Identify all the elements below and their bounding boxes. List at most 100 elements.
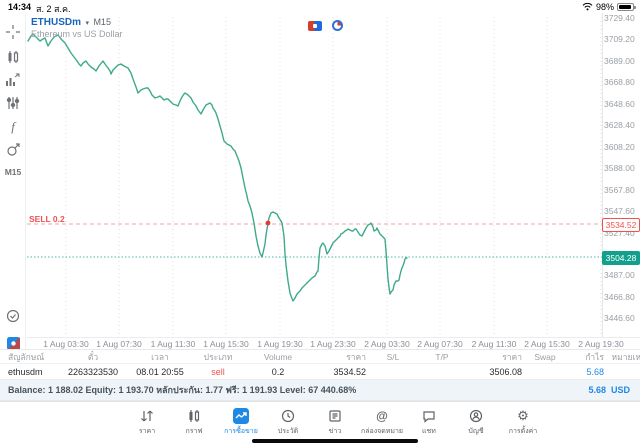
row-cell: 08.01 20:55 [136, 366, 184, 377]
account-icon [469, 408, 483, 424]
column-header: Swap [534, 351, 556, 362]
objects-icon[interactable] [0, 141, 26, 159]
price-tick: 3729.40 [604, 13, 635, 23]
price-tick: 3547.60 [604, 206, 635, 216]
price-tick: 3668.80 [604, 77, 635, 87]
price-tick: 3446.60 [604, 313, 635, 323]
nav-item-candles[interactable]: กราฟ [171, 402, 218, 447]
price-chart-canvas[interactable] [0, 13, 640, 349]
positions-table-header: สัญลักษณ์ ตั๋ว เวลา ประเภท Volume ราคา S/L T/P ร… [0, 349, 640, 364]
nav-item-mailbox-at[interactable]: @ กล่องจดหมาย [359, 402, 406, 447]
function-icon[interactable]: f [11, 119, 15, 134]
nav-item-chat[interactable]: แชท [406, 402, 453, 447]
chart-timeframe: M15 [93, 17, 111, 27]
time-tick: 2 Aug 07:30 [417, 339, 463, 349]
column-header: กำไร [585, 351, 604, 362]
total-profit: 5.68 USD [588, 385, 630, 395]
nav-label: การซื้อขาย [224, 428, 258, 435]
sell-price-badge: 3534.52 [602, 218, 640, 232]
time-tick: 1 Aug 11:30 [150, 339, 196, 349]
nav-label: ประวัติ [277, 428, 299, 435]
nav-item-account[interactable]: บัญชี [453, 402, 500, 447]
mt-logo-icon[interactable] [0, 334, 26, 352]
price-tick: 3527.40 [604, 228, 635, 238]
wifi-icon [582, 2, 593, 13]
column-header: S/L [386, 351, 400, 362]
current-price-badge: 3504.28 [602, 251, 640, 265]
time-tick: 2 Aug 15:30 [524, 339, 570, 349]
candles-icon[interactable] [0, 48, 26, 66]
price-tick: 3487.00 [604, 270, 635, 280]
chat-icon [422, 408, 436, 424]
price-tick: 3709.20 [604, 34, 635, 44]
gear-icon: ⚙ [517, 408, 529, 423]
indicators-icon[interactable] [0, 71, 26, 89]
row-cell: sell [211, 366, 225, 377]
sell-position-label: SELL 0.2 [29, 214, 65, 224]
status-date: ส. 2 ส.ค. [36, 4, 71, 14]
nav-label: แชท [422, 428, 436, 435]
nav-item-history-clock[interactable]: ประวัติ [265, 402, 312, 447]
nav-label: บัญชี [468, 428, 484, 435]
column-header: สัญลักษณ์ [8, 351, 45, 362]
time-tick: 1 Aug 15:30 [203, 339, 249, 349]
account-summary-bar[interactable]: Balance: 1 188.02 Equity: 1 193.70 หลักป… [0, 380, 640, 401]
nav-item-arrows-updown[interactable]: ราคา [124, 402, 171, 447]
status-bar: 14:34 ส. 2 ส.ค. 98% [0, 0, 640, 14]
chart-region[interactable]: f M15 ETHUSDm ▾ M15 Ethereum vs US Dollar… [0, 13, 640, 352]
symbol-name[interactable]: ETHUSDm [31, 17, 82, 28]
column-header: เวลา [151, 351, 169, 362]
column-header: T/P [435, 351, 449, 362]
arrows-updown-icon [140, 408, 154, 424]
sentiment-widget-icon[interactable] [308, 20, 322, 31]
time-tick: 1 Aug 07:30 [96, 339, 142, 349]
row-cell: 2263323530 [67, 366, 119, 377]
clock-check-icon[interactable] [0, 307, 26, 325]
price-tick: 3608.20 [604, 142, 635, 152]
column-header: Volume [263, 351, 293, 362]
column-header: หมายเหตุ [611, 351, 640, 362]
symbol-header[interactable]: ETHUSDm ▾ M15 Ethereum vs US Dollar [31, 15, 123, 40]
nav-label: ราคา [138, 428, 156, 435]
sliders-icon[interactable] [0, 94, 26, 112]
clock-time: 14:34 [8, 2, 32, 12]
sessions-clock-icon[interactable] [332, 20, 343, 31]
sell-entry-dot [265, 220, 271, 226]
price-tick: 3567.80 [604, 185, 635, 195]
battery-percent: 98% [595, 2, 614, 12]
price-tick: 3648.60 [604, 99, 635, 109]
time-tick: 1 Aug 19:30 [257, 339, 303, 349]
position-row[interactable]: ethusdm 2263323530 08.01 20:55 sell 0.2 3534.… [0, 364, 640, 380]
history-clock-icon [281, 408, 295, 424]
nav-item-gear[interactable]: ⚙ การตั้งค่า [500, 402, 547, 447]
crosshair-icon[interactable] [0, 23, 26, 41]
nav-item-trade-chart[interactable]: การซื้อขาย [218, 402, 265, 447]
time-tick: 2 Aug 03:30 [364, 339, 410, 349]
price-axis: 3729.40 3709.20 3689.00 3668.80 3648.60 3628.… [604, 13, 640, 349]
column-header: ราคา [502, 351, 522, 362]
symbol-description: Ethereum vs US Dollar [31, 29, 123, 39]
mailbox-at-icon: @ [376, 409, 388, 423]
price-tick: 3628.40 [604, 120, 635, 130]
nav-label: การตั้งค่า [508, 428, 538, 435]
column-header: ราคา [346, 351, 366, 362]
timeframe-label[interactable]: M15 [4, 167, 22, 177]
row-cell: 3534.52 [333, 366, 366, 377]
battery-icon [617, 3, 636, 11]
nav-item-news[interactable]: ข่าว [312, 402, 359, 447]
row-cell: 5.68 [586, 366, 604, 377]
price-tick: 3588.00 [604, 163, 635, 173]
nav-label: ข่าว [328, 428, 342, 435]
price-line [27, 33, 408, 302]
nav-label: กราฟ [185, 428, 203, 435]
time-tick: 2 Aug 19:30 [578, 339, 624, 349]
time-tick: 1 Aug 03:30 [43, 339, 89, 349]
time-axis: 1 Aug 03:30 1 Aug 07:30 1 Aug 11:30 1 Aug 1… [0, 339, 640, 349]
chart-toolbar: f M15 [0, 13, 26, 352]
candles-icon [187, 408, 201, 424]
news-icon [328, 408, 342, 424]
row-cell: 0.2 [271, 366, 285, 377]
home-indicator[interactable] [252, 439, 418, 443]
column-header: ประเภท [203, 351, 233, 362]
nav-label: กล่องจดหมาย [360, 428, 404, 435]
